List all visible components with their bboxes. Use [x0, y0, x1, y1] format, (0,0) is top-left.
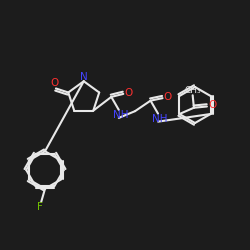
Text: CH₃: CH₃: [184, 86, 201, 95]
Text: N: N: [80, 72, 88, 82]
Text: NH: NH: [152, 114, 167, 124]
Text: O: O: [124, 88, 132, 98]
Text: F: F: [37, 202, 43, 212]
Text: NH: NH: [112, 110, 128, 120]
Text: O: O: [208, 100, 216, 110]
Text: O: O: [164, 92, 172, 102]
Text: O: O: [50, 78, 59, 88]
